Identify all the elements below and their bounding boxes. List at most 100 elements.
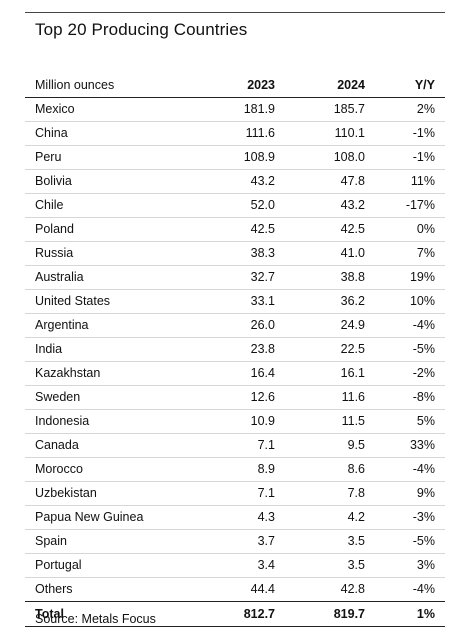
- value-2023-cell: 33.1: [250, 294, 275, 308]
- country-cell: Argentina: [35, 318, 89, 332]
- yy-change-cell: 33%: [409, 438, 435, 452]
- country-cell: Russia: [35, 246, 74, 260]
- country-cell: Others: [35, 582, 73, 596]
- value-2023-cell: 7.1: [257, 438, 275, 452]
- value-2024-cell: 3.5: [347, 558, 365, 572]
- table-title: Top 20 Producing Countries: [35, 20, 248, 39]
- table-row: Sweden 12.6 11.6 -8%: [25, 386, 445, 410]
- value-2024-cell: 9.5: [347, 438, 365, 452]
- header-yy: Y/Y: [414, 78, 435, 92]
- header-2023: 2023: [247, 78, 275, 92]
- total-row: Total 812.7 819.7 1%: [25, 602, 445, 627]
- header-unit: Million ounces: [35, 78, 115, 92]
- country-cell: India: [35, 342, 63, 356]
- top-rule: [25, 12, 445, 13]
- country-cell: Indonesia: [35, 414, 90, 428]
- table-row: Indonesia 10.9 11.5 5%: [25, 410, 445, 434]
- yy-change-cell: -4%: [412, 582, 435, 596]
- country-cell: Australia: [35, 270, 84, 284]
- country-cell: Morocco: [35, 462, 83, 476]
- country-cell: Mexico: [35, 102, 75, 116]
- total-yy: 1%: [416, 607, 435, 621]
- table-row: Morocco 8.9 8.6 -4%: [25, 458, 445, 482]
- value-2023-cell: 7.1: [257, 486, 275, 500]
- value-2024-cell: 42.5: [340, 222, 365, 236]
- yy-change-cell: 11%: [410, 174, 435, 188]
- yy-change-cell: -17%: [405, 198, 435, 212]
- value-2023-cell: 23.8: [250, 342, 275, 356]
- value-2023-cell: 10.9: [250, 414, 275, 428]
- value-2023-cell: 43.2: [250, 174, 275, 188]
- value-2023-cell: 12.6: [250, 390, 275, 404]
- value-2023-cell: 108.9: [243, 150, 275, 164]
- yy-change-cell: -3%: [412, 510, 435, 524]
- country-cell: Bolivia: [35, 174, 72, 188]
- yy-change-cell: 19%: [409, 270, 435, 284]
- value-2023-cell: 44.4: [250, 582, 275, 596]
- yy-change-cell: 5%: [416, 414, 435, 428]
- source-note: Source: Metals Focus: [35, 612, 156, 626]
- yy-change-cell: 3%: [416, 558, 435, 572]
- table-row: United States 33.1 36.2 10%: [25, 290, 445, 314]
- value-2024-cell: 22.5: [340, 342, 365, 356]
- table-row: Others 44.4 42.8 -4%: [25, 578, 445, 602]
- yy-change-cell: -2%: [412, 366, 435, 380]
- yy-change-cell: 2%: [416, 102, 435, 116]
- table-row: Spain 3.7 3.5 -5%: [25, 530, 445, 554]
- table-row: Kazakhstan 16.4 16.1 -2%: [25, 362, 445, 386]
- table-body: Mexico 181.9 185.7 2% China 111.6 110.1 -1% Peru…: [25, 98, 445, 602]
- value-2023-cell: 42.5: [250, 222, 275, 236]
- yy-change-cell: 9%: [416, 486, 435, 500]
- header-row: Million ounces 2023 2024 Y/Y: [25, 74, 445, 98]
- table-row: Chile 52.0 43.2 -17%: [25, 194, 445, 218]
- yy-change-cell: 10%: [409, 294, 435, 308]
- table-row: Bolivia 43.2 47.8 11%: [25, 170, 445, 194]
- table-row: India 23.8 22.5 -5%: [25, 338, 445, 362]
- yy-change-cell: -1%: [412, 150, 435, 164]
- country-cell: Canada: [35, 438, 79, 452]
- value-2024-cell: 42.8: [340, 582, 365, 596]
- total-2024: 819.7: [333, 607, 365, 621]
- country-cell: Papua New Guinea: [35, 510, 144, 524]
- value-2024-cell: 11.6: [341, 390, 365, 404]
- value-2024-cell: 36.2: [340, 294, 365, 308]
- country-cell: China: [35, 126, 68, 140]
- value-2024-cell: 24.9: [340, 318, 365, 332]
- yy-change-cell: -4%: [412, 318, 435, 332]
- yy-change-cell: 7%: [416, 246, 435, 260]
- table-row: Peru 108.9 108.0 -1%: [25, 146, 445, 170]
- value-2024-cell: 185.7: [333, 102, 365, 116]
- table-row: Uzbekistan 7.1 7.8 9%: [25, 482, 445, 506]
- country-cell: United States: [35, 294, 111, 308]
- table-row: Argentina 26.0 24.9 -4%: [25, 314, 445, 338]
- table-row: Canada 7.1 9.5 33%: [25, 434, 445, 458]
- value-2023-cell: 111.6: [245, 126, 275, 140]
- yy-change-cell: -8%: [412, 390, 435, 404]
- country-cell: Spain: [35, 534, 67, 548]
- yy-change-cell: -1%: [412, 126, 435, 140]
- value-2023-cell: 32.7: [250, 270, 275, 284]
- production-table: Million ounces 2023 2024 Y/Y Mexico 181.9…: [25, 74, 445, 627]
- table-row: Poland 42.5 42.5 0%: [25, 218, 445, 242]
- value-2024-cell: 47.8: [340, 174, 365, 188]
- value-2023-cell: 181.9: [243, 102, 275, 116]
- value-2023-cell: 3.4: [257, 558, 275, 572]
- value-2024-cell: 3.5: [347, 534, 365, 548]
- value-2024-cell: 110.1: [334, 126, 365, 140]
- yy-change-cell: -5%: [412, 534, 435, 548]
- value-2023-cell: 3.7: [257, 534, 275, 548]
- yy-change-cell: -4%: [412, 462, 435, 476]
- value-2023-cell: 4.3: [257, 510, 275, 524]
- value-2023-cell: 8.9: [257, 462, 275, 476]
- header-2024: 2024: [337, 78, 365, 92]
- country-cell: Uzbekistan: [35, 486, 97, 500]
- value-2024-cell: 4.2: [347, 510, 365, 524]
- table-row: Australia 32.7 38.8 19%: [25, 266, 445, 290]
- table-panel: Top 20 Producing Countries Million ounce…: [25, 12, 445, 627]
- value-2024-cell: 38.8: [340, 270, 365, 284]
- total-label: Total: [35, 607, 64, 621]
- value-2024-cell: 7.8: [347, 486, 365, 500]
- value-2024-cell: 41.0: [340, 246, 365, 260]
- value-2023-cell: 52.0: [250, 198, 275, 212]
- value-2024-cell: 43.2: [340, 198, 365, 212]
